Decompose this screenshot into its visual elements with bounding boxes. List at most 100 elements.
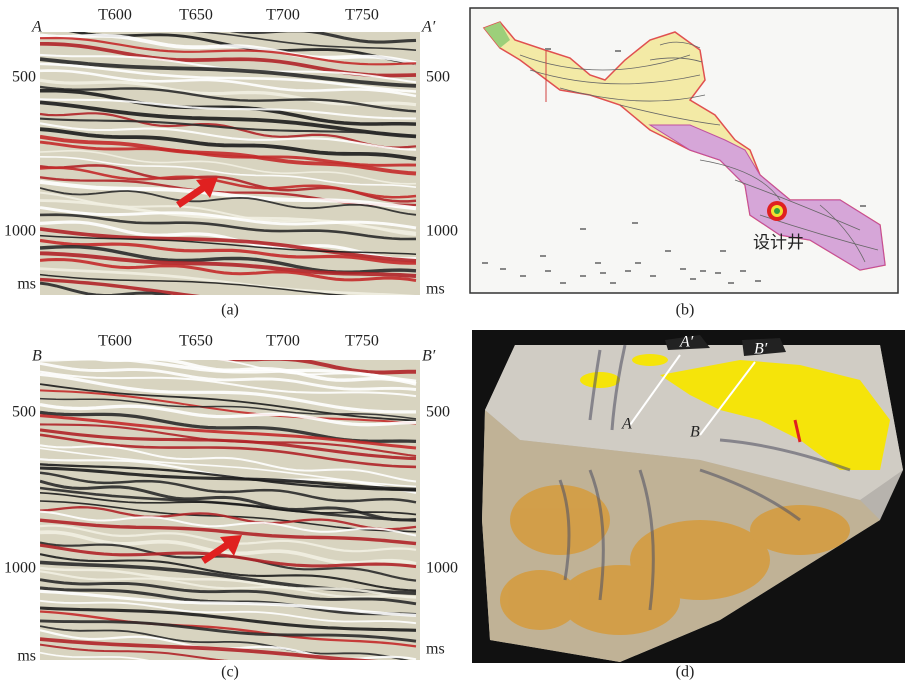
time-unit: ms (426, 641, 445, 658)
reflector (40, 506, 417, 531)
reflector (40, 251, 417, 278)
section-end-label: B′ (422, 348, 436, 365)
reflector (40, 518, 417, 546)
reflector (40, 277, 201, 295)
reflector (40, 543, 417, 569)
arrow (201, 535, 242, 564)
seismic-section (40, 32, 417, 295)
reflector (40, 606, 417, 632)
section-end-label: A (31, 19, 42, 36)
reflector (40, 637, 379, 660)
reflector (40, 273, 349, 295)
reflector (40, 414, 417, 450)
reflector (40, 471, 417, 504)
well-symbol (715, 272, 721, 274)
time-tick: 500 (12, 404, 36, 421)
reflector (40, 227, 417, 263)
reflector (40, 383, 417, 422)
reflector (40, 428, 417, 461)
reflector (191, 32, 417, 51)
caption: (b) (676, 302, 695, 319)
trace-tick: T750 (345, 333, 379, 350)
section-end-label: A′ (421, 19, 436, 36)
reflector (40, 625, 410, 660)
reflector (40, 36, 417, 66)
reflector (40, 98, 417, 120)
reflector (40, 619, 417, 643)
reflector (40, 370, 417, 398)
trace-tick: T750 (345, 7, 379, 24)
reflector (40, 179, 417, 211)
reflector (40, 361, 417, 391)
well-symbol (600, 272, 606, 274)
well-symbol (482, 262, 488, 264)
well-symbol (755, 280, 761, 282)
trace-tick: T700 (266, 7, 300, 24)
section-end-label: B (32, 348, 42, 365)
reflector (40, 149, 417, 185)
reflector (40, 69, 417, 98)
reflector (40, 463, 417, 492)
reflector (40, 206, 417, 230)
reflector (40, 213, 417, 241)
well-symbol (665, 250, 671, 252)
well-symbol (635, 262, 641, 264)
reflector (40, 267, 416, 295)
reflector (40, 510, 417, 537)
reflector (40, 433, 417, 469)
reflector (229, 32, 417, 44)
reflector (40, 134, 417, 176)
reflector (40, 156, 417, 188)
reflector (40, 397, 417, 420)
reflector (40, 127, 417, 161)
well-symbol (610, 282, 616, 284)
well-symbol (500, 268, 506, 270)
arrow (176, 177, 218, 208)
reflector (40, 444, 417, 483)
seismic-section (40, 360, 417, 660)
well-symbol (520, 275, 526, 277)
reflector (40, 100, 417, 139)
reflector (40, 117, 417, 138)
reflector (40, 57, 417, 88)
reflector (40, 360, 417, 384)
well-symbol (580, 228, 586, 230)
section-marker: B′ (754, 341, 768, 358)
reflector (40, 234, 417, 255)
well-symbol (545, 270, 551, 272)
trace-tick: T650 (179, 7, 213, 24)
time-tick: 500 (426, 404, 450, 421)
reflector (40, 122, 417, 151)
reflector (40, 238, 416, 265)
caption: (c) (221, 664, 239, 681)
well-symbol (580, 275, 586, 277)
reflector (40, 88, 417, 126)
reflector (40, 85, 417, 113)
reflector (40, 166, 417, 199)
reflector (40, 389, 417, 425)
reflector (40, 372, 416, 414)
time-unit: ms (426, 281, 445, 298)
well-symbol (625, 270, 631, 272)
reflector (40, 651, 150, 660)
time-tick: 1000 (426, 223, 458, 240)
trace-tick: T650 (179, 333, 213, 350)
time-tick: 1000 (4, 560, 36, 577)
well-symbol (560, 282, 566, 284)
caption: (a) (221, 302, 239, 319)
reflector (40, 589, 417, 617)
reflector (40, 62, 417, 93)
well-symbol (690, 278, 696, 280)
section-marker: A′ (679, 334, 694, 351)
reflector (40, 578, 417, 606)
time-tick: 500 (426, 69, 450, 86)
reflector (40, 643, 229, 660)
time-unit: ms (17, 648, 36, 665)
well-symbol (680, 268, 686, 270)
time-tick: 500 (12, 69, 36, 86)
reflector (40, 257, 417, 282)
time-tick: 1000 (426, 560, 458, 577)
reflector (40, 599, 417, 625)
reflector (40, 187, 417, 216)
